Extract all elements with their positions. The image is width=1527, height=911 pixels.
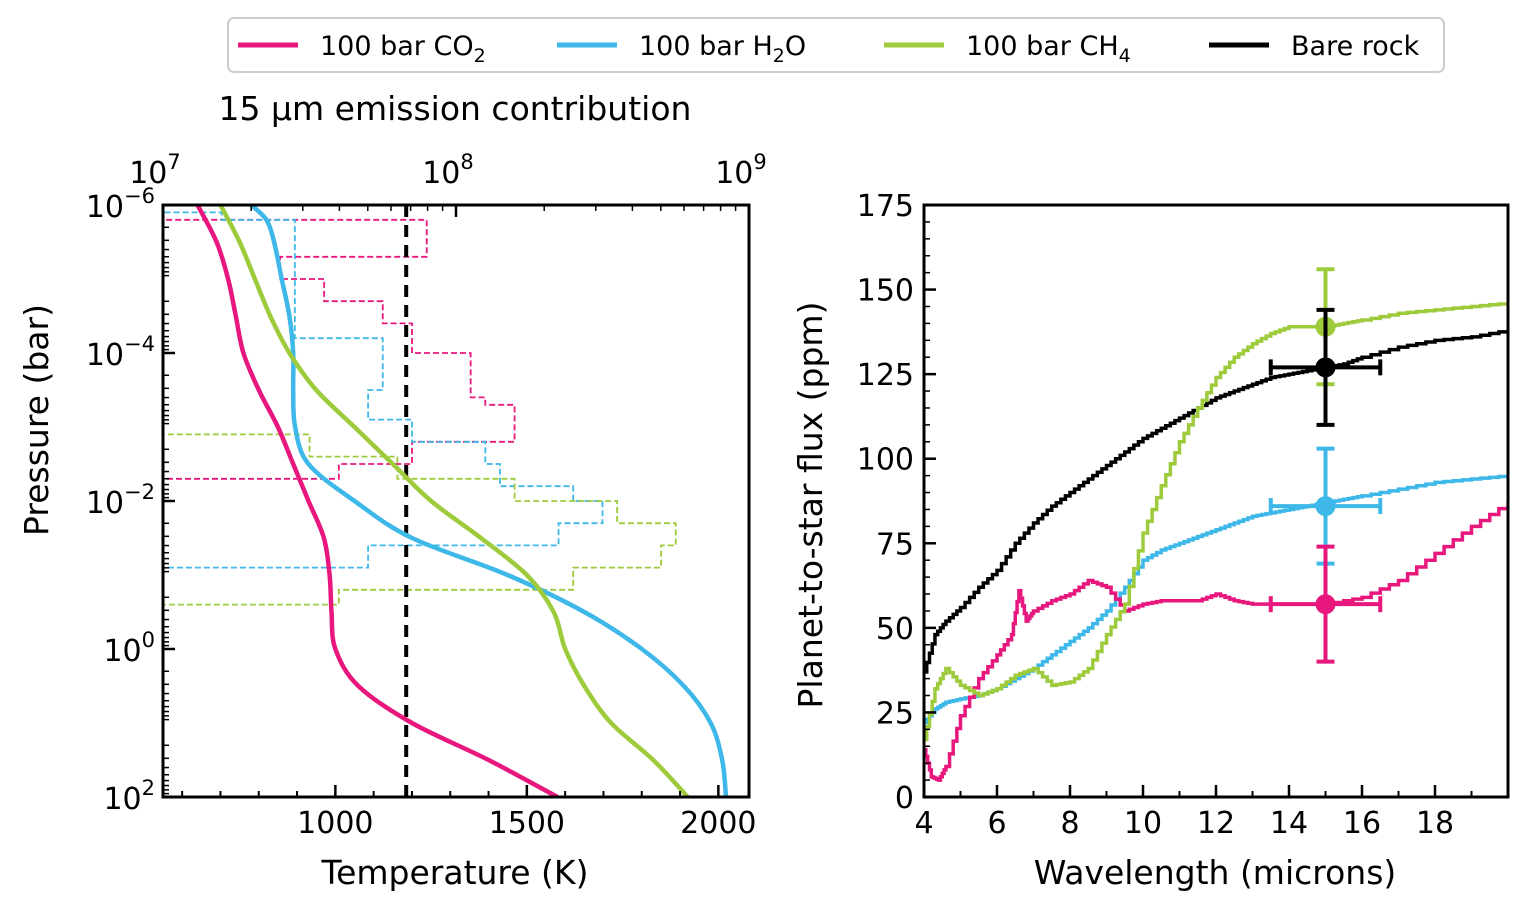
left-y-tick-label: 100 xyxy=(103,628,155,669)
left-x-tick-label: 1500 xyxy=(489,806,565,841)
data-point-h2o xyxy=(1315,496,1336,517)
right-x-tick-label: 10 xyxy=(1124,806,1162,841)
right-y-tick-label: 0 xyxy=(895,781,914,816)
contribution-ch4 xyxy=(163,412,677,606)
left-y-axis-label: Pressure (bar) xyxy=(17,304,56,536)
right-y-tick-label: 100 xyxy=(857,443,914,478)
right-x-tick-label: 6 xyxy=(987,806,1006,841)
right-y-axis-label: Planet-to-star flux (ppm) xyxy=(791,302,830,709)
right-chart: Wavelength (microns) Planet-to-star flux… xyxy=(791,189,1510,892)
pt-profile-ch4 xyxy=(218,205,690,797)
spectrum-rock xyxy=(924,330,1508,674)
spectrum-h2o xyxy=(924,474,1508,725)
top-x-tick-label: 109 xyxy=(715,150,767,191)
right-y-tick-label: 75 xyxy=(876,527,914,562)
right-y-tick-label: 150 xyxy=(857,274,914,309)
right-frame xyxy=(922,203,1510,799)
legend-label-ch4: 100 bar CH4 xyxy=(966,31,1131,67)
right-x-tick-label: 8 xyxy=(1060,806,1079,841)
right-x-tick-label: 16 xyxy=(1343,806,1381,841)
left-y-tick-label: 10−4 xyxy=(86,332,155,373)
right-y-tick-label: 175 xyxy=(857,189,914,224)
spectrum-co2 xyxy=(924,502,1508,782)
right-y-tick-label: 50 xyxy=(876,612,914,647)
right-x-axis-label: Wavelength (microns) xyxy=(1034,853,1397,892)
legend: 100 bar CO2 100 bar H2O 100 bar CH4 Bare ro… xyxy=(227,17,1445,73)
data-point-rock xyxy=(1315,357,1336,378)
left-x-tick-label: 2000 xyxy=(680,806,756,841)
left-x-axis-label: Temperature (K) xyxy=(321,853,589,892)
left-plot-area xyxy=(163,205,729,797)
top-axis-title: 15 μm emission contribution xyxy=(219,89,692,128)
left-y-tick-label: 102 xyxy=(103,776,155,817)
left-frame xyxy=(161,203,751,799)
legend-frame xyxy=(227,17,1445,73)
spectrum-ch4 xyxy=(924,302,1508,742)
legend-label-co2: 100 bar CO2 xyxy=(320,31,486,67)
right-x-tick-label: 18 xyxy=(1416,806,1454,841)
left-x-tick-label: 1000 xyxy=(297,806,373,841)
right-x-tick-label: 14 xyxy=(1270,806,1308,841)
right-y-tick-label: 125 xyxy=(857,358,914,393)
left-y-tick-label: 10−2 xyxy=(86,480,155,521)
pt-profile-co2 xyxy=(195,205,559,797)
top-x-tick-label: 108 xyxy=(422,150,474,191)
contribution-co2 xyxy=(163,205,516,480)
pt-profile-h2o xyxy=(249,205,729,797)
contribution-h2o xyxy=(163,205,604,569)
legend-label-h2o: 100 bar H2O xyxy=(639,31,806,67)
right-y-tick-label: 25 xyxy=(876,696,914,731)
left-chart: 15 μm emission contribution Temperature … xyxy=(17,89,767,892)
data-point-co2 xyxy=(1315,594,1336,615)
right-x-tick-label: 4 xyxy=(914,806,933,841)
legend-label-rock: Bare rock xyxy=(1291,31,1420,62)
right-x-tick-label: 12 xyxy=(1197,806,1235,841)
right-plot-area xyxy=(924,267,1508,782)
top-x-tick-label: 107 xyxy=(129,150,181,191)
